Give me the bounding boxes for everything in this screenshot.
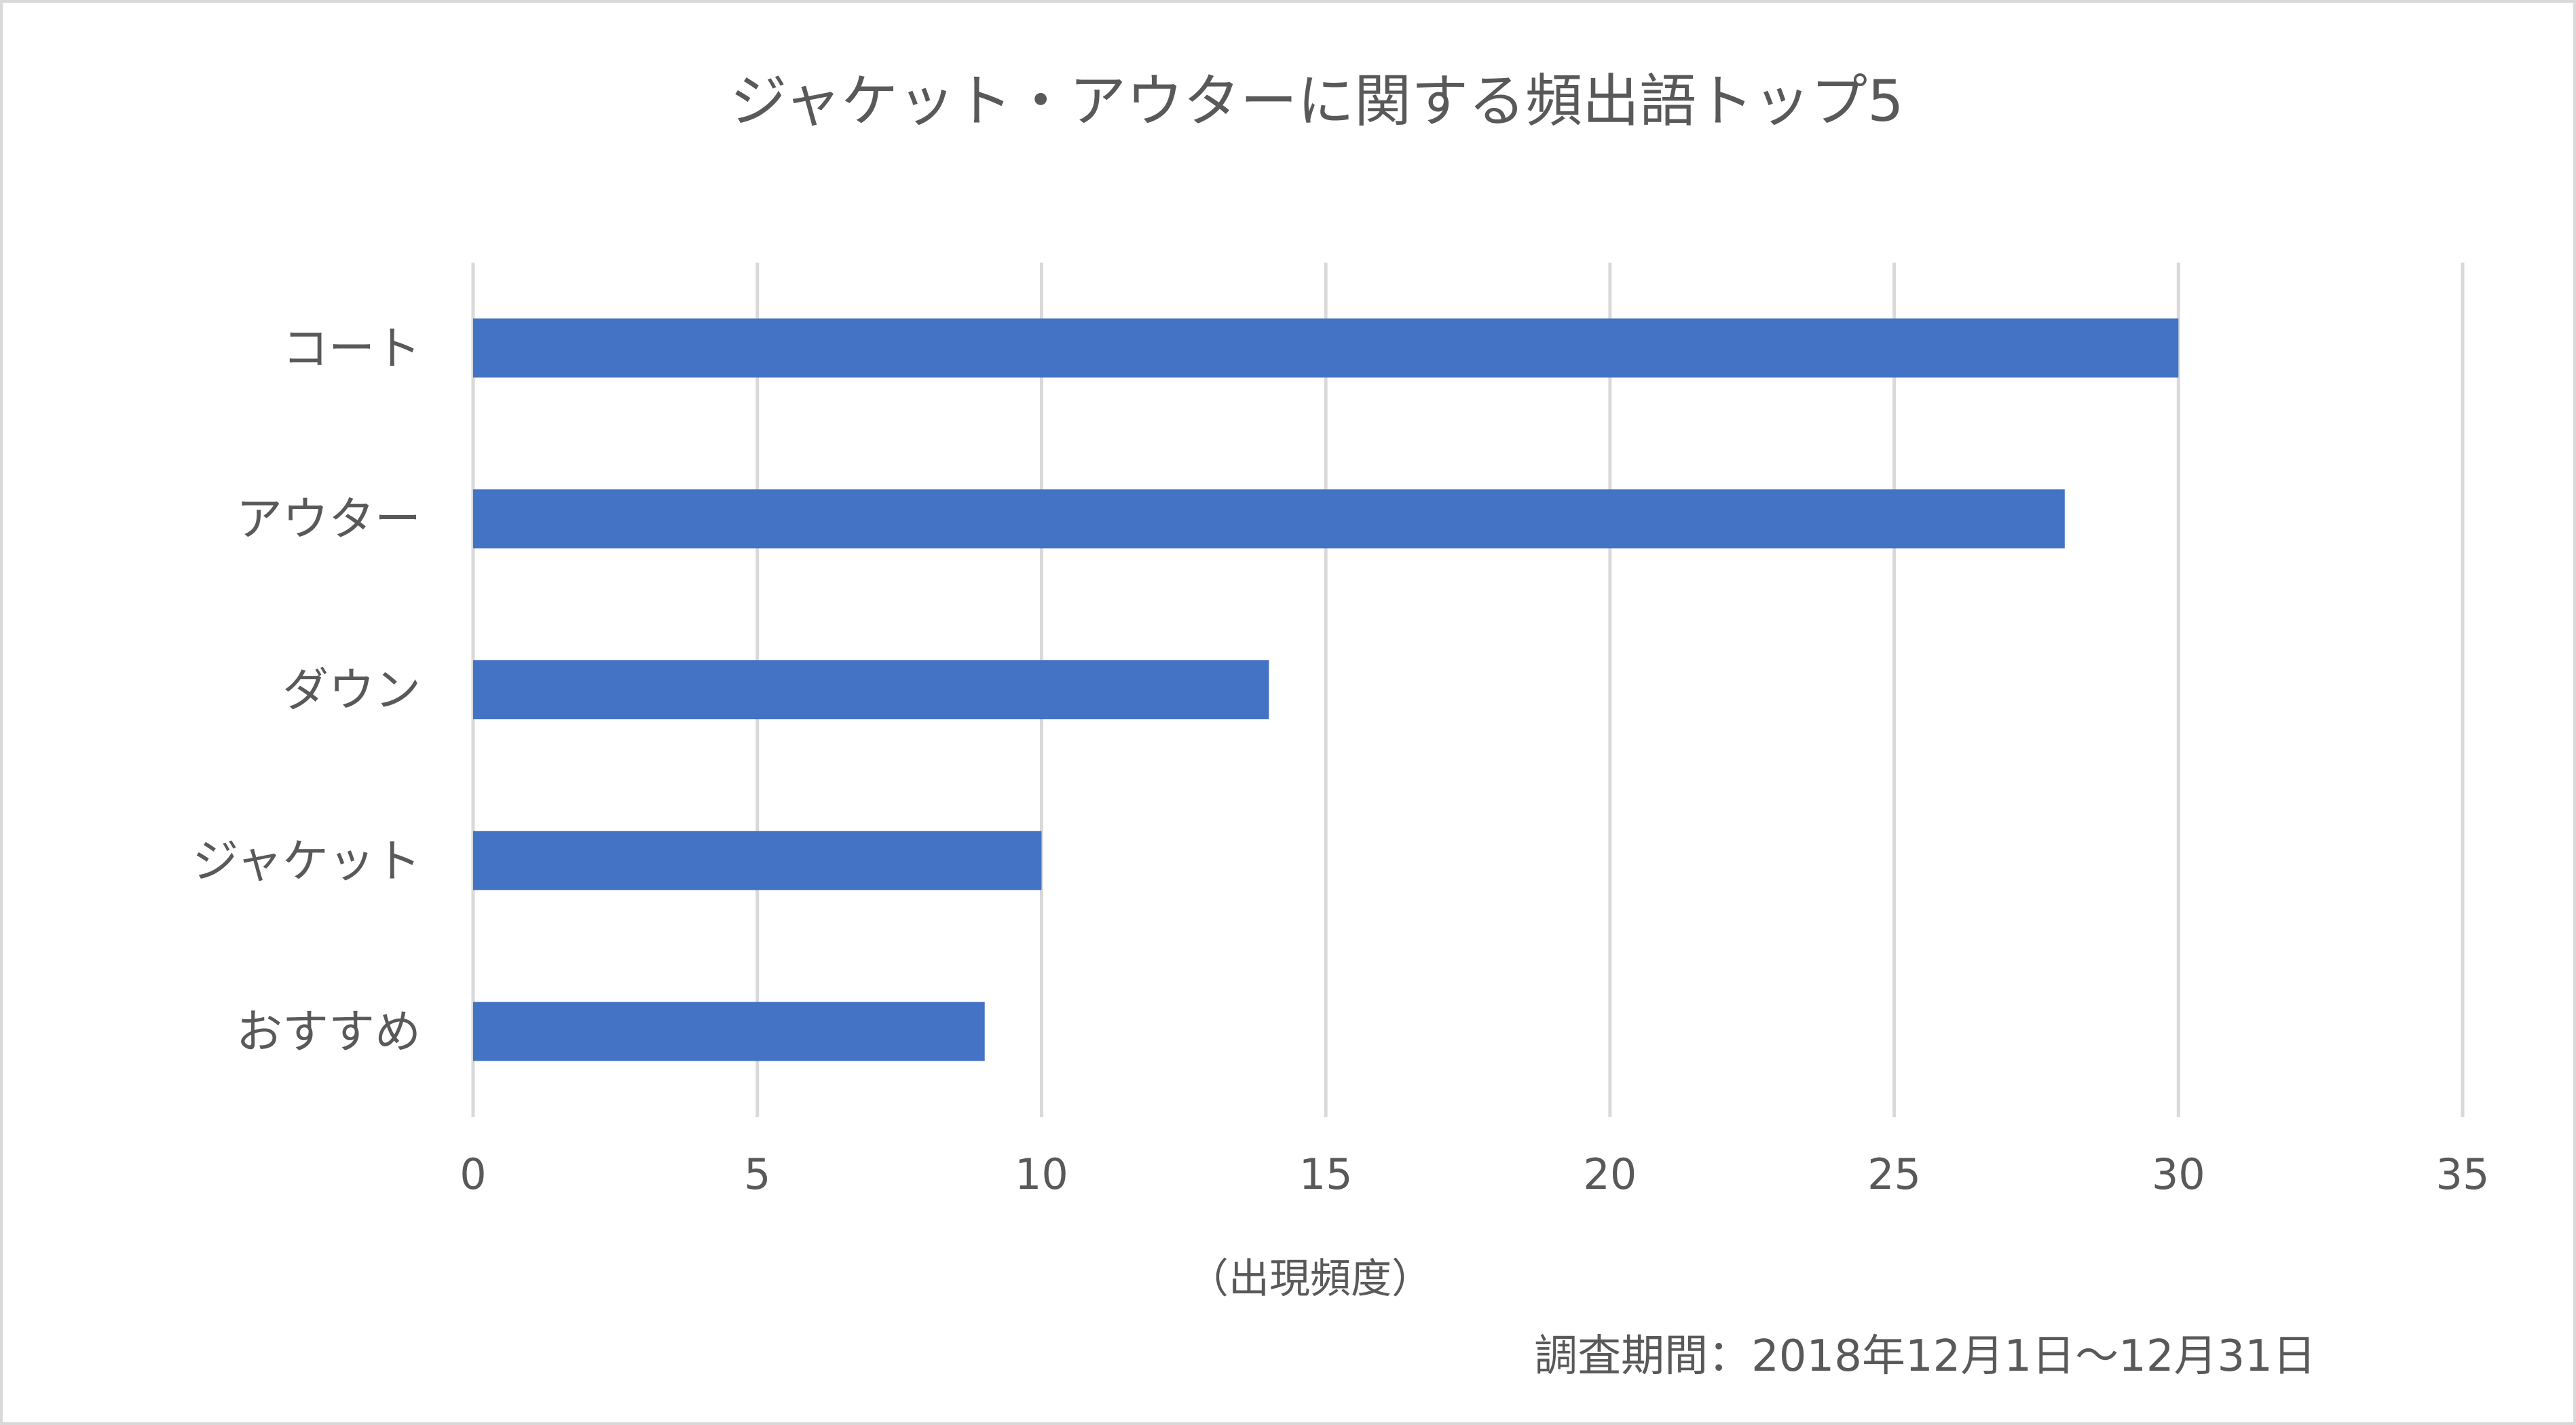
category-label: ジャケット xyxy=(192,835,421,888)
x-tick-label: 20 xyxy=(1583,1150,1637,1199)
category-label: ダウン xyxy=(282,664,421,718)
bar xyxy=(473,1002,985,1061)
chart-title: ジャケット・アウターに関する頻出語トップ5 xyxy=(730,68,1903,134)
x-tick-label: 25 xyxy=(1867,1150,1921,1199)
x-tick-label: 0 xyxy=(460,1150,486,1199)
category-label: アウター xyxy=(236,493,421,547)
gridlines xyxy=(471,263,2465,1117)
x-tick-label: 35 xyxy=(2436,1150,2490,1199)
x-tick-labels: 0 5 10 15 20 25 30 35 xyxy=(460,1150,2489,1199)
x-tick-label: 15 xyxy=(1299,1150,1353,1199)
category-label: コート xyxy=(282,322,421,376)
x-tick-label: 30 xyxy=(2152,1150,2205,1199)
bar xyxy=(473,660,1269,719)
x-tick-label: 5 xyxy=(744,1150,770,1199)
category-label: おすすめ xyxy=(236,1006,421,1059)
bar xyxy=(473,489,2065,549)
bars xyxy=(473,318,2179,1061)
x-tick-label: 10 xyxy=(1015,1150,1068,1199)
x-axis-title: （出現頻度） xyxy=(1188,1255,1432,1303)
bar xyxy=(473,318,2179,378)
survey-period-note: 調査期間：2018年12月1日～12月31日 xyxy=(1534,1331,2316,1382)
bar xyxy=(473,831,1042,890)
